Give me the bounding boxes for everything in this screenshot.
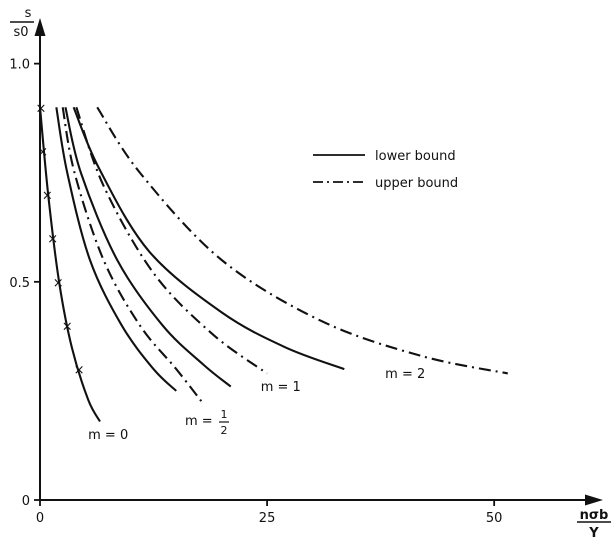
series-lower-bound-m-2 [72,106,345,371]
y-tick-label: 1.0 [9,58,30,73]
series-lower-bound-m-0 [38,107,101,422]
legend: lower bound upper bound [313,149,458,191]
x-axis-title: nσb Y [577,508,611,540]
data-marker-x: × [53,276,64,291]
curve-label: m = 2 [385,367,425,382]
series-lower-bound-m-1 [64,107,232,388]
x-tick-label: 0 [36,511,44,526]
y-axis-title-numerator: s [25,6,32,21]
legend-label-upper-bound: upper bound [375,176,458,191]
data-marker-x: × [37,145,48,160]
data-marker-x: × [35,101,46,116]
data-marker-x: × [47,232,58,247]
annotation-m-half: m = 1 2 [185,408,229,437]
marker-group: × × × × × × × [35,101,84,378]
y-axis-arrowhead [34,18,46,36]
x-axis-title-denominator: Y [588,526,599,540]
annotation-group: m = 0 m = 1 m = 2 [88,367,425,443]
x-axis [40,494,603,506]
x-axis-arrowhead [585,494,603,506]
series-upper-bound-m-1-2 [61,107,205,405]
data-marker-x: × [62,319,73,334]
y-axis [34,18,46,500]
data-marker-x: × [74,363,85,378]
annotation-m-half-prefix: m = [185,414,213,429]
curve-label: m = 1 [261,380,301,395]
series-group [38,106,508,422]
data-marker-x: × [42,189,53,204]
series-upper-bound-m-1 [75,106,268,375]
curve-label: m = 0 [88,428,128,443]
x-tick-label: 50 [486,511,503,526]
series-lower-bound-m-1-2 [55,107,177,392]
y-tick-label: 0 [22,494,30,509]
y-axis-title: s s0 [10,6,34,40]
y-tick-label: 0.5 [9,276,30,291]
series-upper-bound-m-2 [96,106,508,375]
annotation-m-half-denominator: 2 [221,424,228,437]
legend-label-lower-bound: lower bound [375,149,456,164]
x-axis-title-numerator: nσb [580,508,609,523]
y-axis-title-denominator: s0 [13,25,28,40]
x-ticks: 0 25 50 [36,500,503,526]
annotation-m-half-numerator: 1 [221,408,228,421]
x-tick-label: 25 [259,511,276,526]
y-ticks: 0 0.5 1.0 [9,58,40,509]
